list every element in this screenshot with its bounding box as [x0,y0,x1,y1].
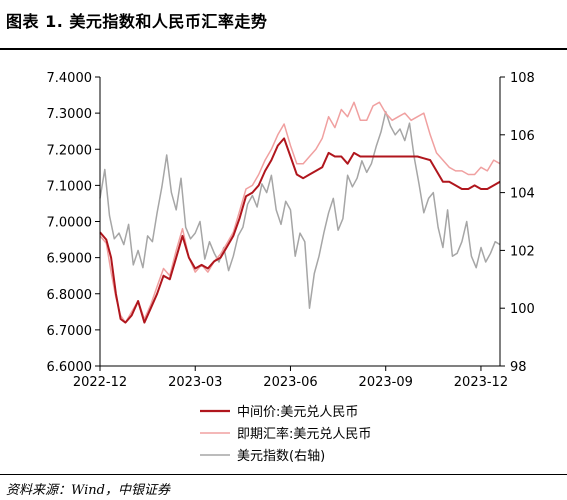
right-tick-label: 108 [510,71,535,86]
right-tick-label: 106 [510,129,535,144]
left-tick-label: 6.8000 [47,288,93,303]
series-layer [99,101,501,324]
series-line-cny-mid-rate [99,137,501,324]
page-title: 图表 1. 美元指数和人民币汇率走势 [6,12,268,31]
right-tick-label: 104 [510,187,535,202]
left-tick-label: 7.4000 [47,71,93,86]
left-tick-label: 6.9000 [47,252,93,267]
source-note: 资料来源：Wind，中银证券 [6,483,170,498]
chart-frame [99,77,501,367]
right-tick-label: 98 [510,360,527,375]
left-tick-label: 7.1000 [47,179,93,194]
series-line-dollar-index [99,110,501,309]
left-tick-label: 6.7000 [47,324,93,339]
tick-layer: 6.6000 6.7000 6.8000 6.9000 7.0000 7.1000 7.20… [47,71,535,390]
x-tick-label: 2022-12 [73,375,127,390]
right-tick-label: 102 [510,244,535,259]
left-tick-label: 7.3000 [47,107,93,122]
title-divider [0,48,567,50]
right-tick-label: 100 [510,302,535,317]
x-tick-label: 2023-12 [454,375,508,390]
left-tick-label: 7.2000 [47,143,93,158]
legend-label: 中间价:美元兑人民币 [237,405,358,420]
legend-label: 即期汇率:美元兑人民币 [237,426,371,442]
source-divider [0,474,567,475]
x-tick-label: 2023-09 [359,375,413,390]
series-line-cny-spot-rate [99,101,501,324]
left-tick-label: 7.0000 [47,216,93,231]
x-tick-label: 2023-03 [168,375,222,390]
left-tick-label: 6.6000 [47,360,93,375]
legend-label: 美元指数(右轴) [237,449,325,464]
x-tick-label: 2023-06 [263,375,317,390]
